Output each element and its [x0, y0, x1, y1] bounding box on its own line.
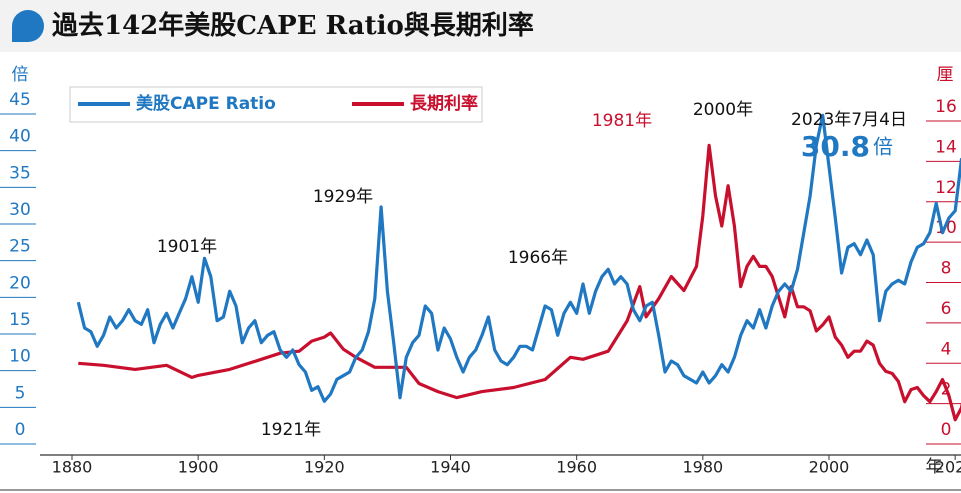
y-tick-label: 20	[9, 273, 31, 293]
y2-tick-label: 16	[935, 97, 957, 117]
legend-label: 美股CAPE Ratio	[136, 93, 276, 114]
y2-tick-label: 8	[941, 259, 952, 279]
y2-axis-label: 厘	[937, 65, 954, 85]
series-line	[78, 143, 961, 422]
callout-unit: 倍	[873, 135, 893, 159]
x-tick-label: 1960	[556, 458, 597, 477]
y-tick-label: 15	[9, 310, 31, 330]
annotation: 1901年	[157, 237, 217, 257]
y2-tick-label: 12	[935, 178, 957, 198]
y-tick-label: 25	[9, 237, 31, 257]
annotation: 1966年	[508, 248, 568, 268]
legend-box	[69, 86, 483, 123]
annotation: 1929年	[313, 187, 373, 207]
y-tick-label: 45	[9, 90, 31, 110]
y-tick-label: 40	[9, 127, 31, 147]
series-line	[76, 113, 961, 403]
callout-value: 30.8	[801, 130, 870, 163]
y-tick-label: 35	[9, 163, 31, 183]
title-bar	[0, 0, 961, 52]
y-tick-label: 0	[15, 420, 26, 440]
x-tick-label: 1980	[682, 458, 723, 477]
x-tick-label: 1920	[304, 458, 345, 477]
y-axis-label: 倍	[12, 65, 29, 85]
x-tick-label: 1880	[52, 458, 93, 477]
title-icon	[12, 10, 44, 42]
y2-tick-label: 0	[941, 420, 952, 440]
x-axis-label: 年	[926, 457, 943, 477]
annotation: 2023年7月4日	[791, 110, 907, 130]
x-tick-label: 2020	[935, 458, 961, 477]
y2-tick-label: 4	[941, 339, 952, 359]
x-tick-label: 1940	[430, 458, 471, 477]
legend-label: 長期利率	[410, 93, 478, 114]
annotation: 1981年	[592, 111, 652, 131]
y-tick-label: 10	[9, 347, 31, 367]
y-tick-label: 5	[15, 383, 26, 403]
annotation: 2000年	[693, 100, 753, 120]
x-tick-label: 1900	[178, 458, 219, 477]
y2-tick-label: 14	[935, 137, 957, 157]
x-tick-label: 2000	[809, 458, 850, 477]
chart-title: 過去142年美股CAPE Ratio與長期利率	[52, 10, 534, 41]
y2-tick-label: 6	[941, 299, 952, 319]
y-tick-label: 30	[9, 200, 31, 220]
annotation: 1921年	[261, 420, 321, 440]
